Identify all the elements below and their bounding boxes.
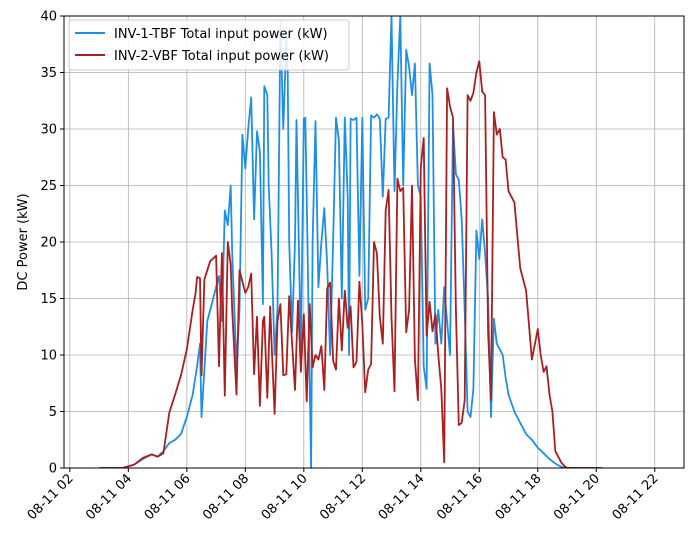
y-tick-label: 15 <box>40 292 57 307</box>
x-tick-label: 08-11 10 <box>259 471 311 523</box>
legend-label-inv1: INV-1-TBF Total input power (kW) <box>114 27 328 42</box>
x-axis: 08-11 02 08-11 04 08-11 06 08-11 08 08-11 10… <box>25 468 662 523</box>
y-tick-label: 25 <box>40 179 57 194</box>
series-layer <box>99 16 603 468</box>
y-tick-label: 30 <box>40 123 57 138</box>
y-tick-label: 40 <box>40 10 57 25</box>
legend-box <box>68 19 350 71</box>
x-tick-label: 08-11 16 <box>434 471 486 523</box>
x-tick-label: 08-11 18 <box>493 471 545 523</box>
y-tick-label: 10 <box>40 349 57 364</box>
y-tick-label: 20 <box>40 236 57 251</box>
series-line-inv2 <box>99 60 603 468</box>
y-tick-label: 5 <box>49 405 57 420</box>
x-tick-label: 08-11 20 <box>551 471 603 523</box>
y-tick-label: 0 <box>49 462 57 477</box>
y-tick-label: 35 <box>40 66 57 81</box>
x-tick-label: 08-11 04 <box>83 471 135 523</box>
legend-label-inv2: INV-2-VBF Total input power (kW) <box>114 49 329 64</box>
x-tick-label: 08-11 06 <box>142 471 194 523</box>
x-tick-label: 08-11 22 <box>610 471 662 523</box>
x-tick-label: 08-11 14 <box>376 471 428 523</box>
x-tick-label: 08-11 12 <box>317 471 369 523</box>
x-tick-label: 08-11 02 <box>25 471 77 523</box>
y-axis: 0 5 10 15 20 25 30 35 40 <box>40 10 64 477</box>
legend: INV-1-TBF Total input power (kW) INV-2-V… <box>68 19 350 71</box>
x-tick-label: 08-11 08 <box>200 471 252 523</box>
y-axis-label: DC Power (kW) <box>16 193 31 290</box>
